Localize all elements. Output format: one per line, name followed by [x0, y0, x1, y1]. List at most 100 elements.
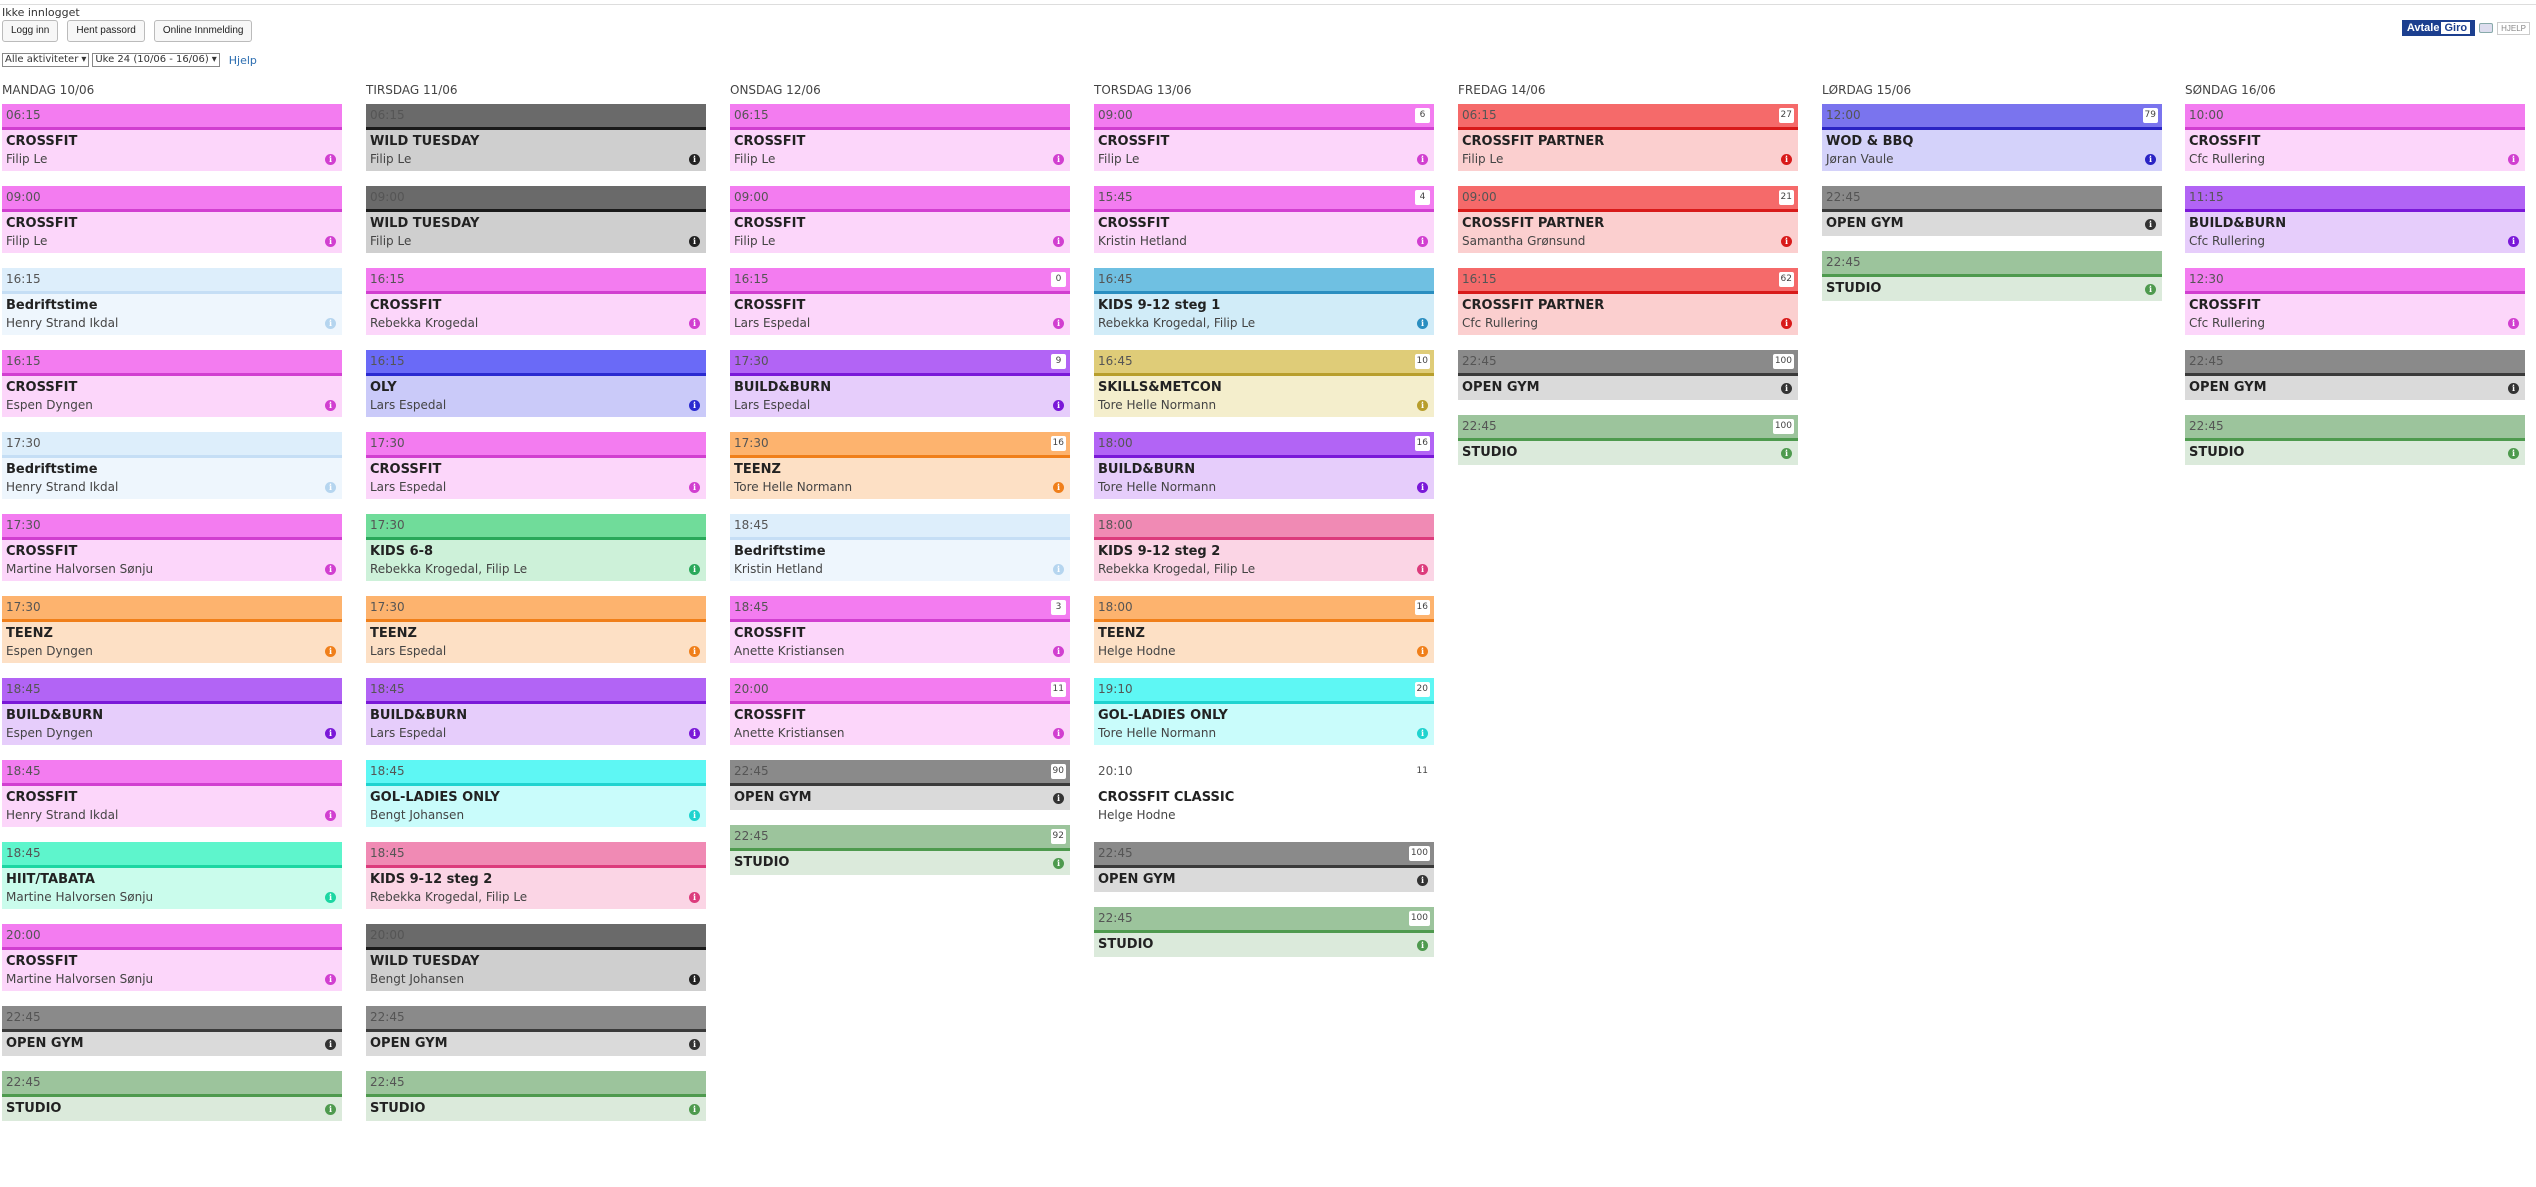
class-event[interactable]: 22:45 OPEN GYM i	[1822, 186, 2162, 236]
class-event[interactable]: 22:45 STUDIO i	[2185, 415, 2525, 465]
info-icon[interactable]: i	[1417, 875, 1428, 886]
login-button[interactable]: Logg inn	[2, 20, 59, 42]
class-event[interactable]: 22:45 100 OPEN GYM i	[1458, 350, 1798, 400]
activity-select[interactable]: Alle aktiviteter ▾	[2, 53, 90, 67]
class-event[interactable]: 18:00 16 TEENZ Helge Hodne i	[1094, 596, 1434, 663]
online-signup-button[interactable]: Online Innmelding	[153, 20, 253, 42]
info-icon[interactable]: i	[1053, 236, 1064, 247]
info-icon[interactable]: i	[689, 1039, 700, 1050]
info-icon[interactable]: i	[1417, 728, 1428, 739]
class-event[interactable]: 16:15 62 CROSSFIT PARTNER Cfc Rullering i	[1458, 268, 1798, 335]
info-icon[interactable]: i	[325, 1039, 336, 1050]
class-event[interactable]: 06:15 CROSSFIT Filip Le i	[730, 104, 1070, 171]
info-icon[interactable]: i	[1417, 564, 1428, 575]
class-event[interactable]: 20:00 WILD TUESDAY Bengt Johansen i	[366, 924, 706, 991]
info-icon[interactable]: i	[689, 810, 700, 821]
info-icon[interactable]: i	[325, 154, 336, 165]
info-icon[interactable]: i	[689, 646, 700, 657]
info-icon[interactable]: i	[1053, 793, 1064, 804]
info-icon[interactable]: i	[1053, 400, 1064, 411]
class-event[interactable]: 18:00 KIDS 9-12 steg 2 Rebekka Krogedal, F…	[1094, 514, 1434, 581]
info-icon[interactable]: i	[2508, 236, 2519, 247]
info-icon[interactable]: i	[1053, 318, 1064, 329]
class-event[interactable]: 18:45 HIIT/TABATA Martine Halvorsen Sønju i	[2, 842, 342, 909]
class-event[interactable]: 17:30 9 BUILD&BURN Lars Espedal i	[730, 350, 1070, 417]
info-icon[interactable]: i	[1781, 318, 1792, 329]
class-event[interactable]: 09:00 CROSSFIT Filip Le i	[730, 186, 1070, 253]
class-event[interactable]: 22:45 100 OPEN GYM i	[1094, 842, 1434, 892]
info-icon[interactable]: i	[2145, 284, 2156, 295]
info-icon[interactable]: i	[1053, 154, 1064, 165]
info-icon[interactable]: i	[689, 728, 700, 739]
info-icon[interactable]: i	[689, 318, 700, 329]
class-event[interactable]: 16:15 CROSSFIT Rebekka Krogedal i	[366, 268, 706, 335]
info-icon[interactable]: i	[325, 892, 336, 903]
class-event[interactable]: 19:10 20 GOL-LADIES ONLY Tore Helle Normann…	[1094, 678, 1434, 745]
info-icon[interactable]: i	[325, 318, 336, 329]
class-event[interactable]: 20:00 11 CROSSFIT Anette Kristiansen i	[730, 678, 1070, 745]
class-event[interactable]: 22:45 STUDIO i	[366, 1071, 706, 1121]
info-icon[interactable]: i	[1417, 154, 1428, 165]
class-event[interactable]: 16:15 OLY Lars Espedal i	[366, 350, 706, 417]
class-event[interactable]: 17:30 TEENZ Lars Espedal i	[366, 596, 706, 663]
info-icon[interactable]: i	[1781, 154, 1792, 165]
class-event[interactable]: 17:30 Bedriftstime Henry Strand Ikdal i	[2, 432, 342, 499]
class-event[interactable]: 18:45 GOL-LADIES ONLY Bengt Johansen i	[366, 760, 706, 827]
class-event[interactable]: 16:45 10 SKILLS&METCON Tore Helle Normann i	[1094, 350, 1434, 417]
info-icon[interactable]: i	[1417, 482, 1428, 493]
get-password-button[interactable]: Hent passord	[67, 20, 145, 42]
class-event[interactable]: 06:15 WILD TUESDAY Filip Le i	[366, 104, 706, 171]
info-icon[interactable]: i	[2508, 154, 2519, 165]
info-icon[interactable]: i	[2508, 383, 2519, 394]
class-event[interactable]: 20:00 CROSSFIT Martine Halvorsen Sønju i	[2, 924, 342, 991]
info-icon[interactable]: i	[325, 400, 336, 411]
info-icon[interactable]: i	[689, 482, 700, 493]
info-icon[interactable]: i	[1417, 940, 1428, 951]
class-event[interactable]: 17:30 CROSSFIT Lars Espedal i	[366, 432, 706, 499]
class-event[interactable]: 18:45 BUILD&BURN Espen Dyngen i	[2, 678, 342, 745]
class-event[interactable]: 22:45 92 STUDIO i	[730, 825, 1070, 875]
class-event[interactable]: 06:15 27 CROSSFIT PARTNER Filip Le i	[1458, 104, 1798, 171]
info-icon[interactable]: i	[2508, 448, 2519, 459]
class-event[interactable]: 12:30 CROSSFIT Cfc Rullering i	[2185, 268, 2525, 335]
class-event[interactable]: 18:45 BUILD&BURN Lars Espedal i	[366, 678, 706, 745]
info-icon[interactable]: i	[1053, 728, 1064, 739]
class-event[interactable]: 20:10 11 CROSSFIT CLASSIC Helge Hodne	[1094, 760, 1434, 827]
class-event[interactable]: 09:00 CROSSFIT Filip Le i	[2, 186, 342, 253]
info-icon[interactable]: i	[1417, 236, 1428, 247]
info-icon[interactable]: i	[325, 1104, 336, 1115]
info-icon[interactable]: i	[2508, 318, 2519, 329]
info-icon[interactable]: i	[325, 974, 336, 985]
class-event[interactable]: 10:00 CROSSFIT Cfc Rullering i	[2185, 104, 2525, 171]
avtalegiro-logo[interactable]: Avtale Giro HJELP	[2401, 20, 2530, 36]
info-icon[interactable]: i	[1053, 646, 1064, 657]
info-icon[interactable]: i	[1053, 482, 1064, 493]
class-event[interactable]: 22:45 OPEN GYM i	[366, 1006, 706, 1056]
class-event[interactable]: 09:00 WILD TUESDAY Filip Le i	[366, 186, 706, 253]
class-event[interactable]: 22:45 STUDIO i	[1822, 251, 2162, 301]
info-icon[interactable]: i	[2145, 154, 2156, 165]
info-icon[interactable]: i	[689, 400, 700, 411]
class-event[interactable]: 22:45 100 STUDIO i	[1458, 415, 1798, 465]
info-icon[interactable]: i	[1417, 646, 1428, 657]
info-icon[interactable]: i	[325, 564, 336, 575]
info-icon[interactable]: i	[325, 728, 336, 739]
class-event[interactable]: 22:45 OPEN GYM i	[2, 1006, 342, 1056]
class-event[interactable]: 16:15 Bedriftstime Henry Strand Ikdal i	[2, 268, 342, 335]
info-icon[interactable]: i	[689, 974, 700, 985]
class-event[interactable]: 12:00 79 WOD & BBQ Jøran Vaule i	[1822, 104, 2162, 171]
info-icon[interactable]: i	[325, 482, 336, 493]
class-event[interactable]: 09:00 21 CROSSFIT PARTNER Samantha Grønsund…	[1458, 186, 1798, 253]
info-icon[interactable]: i	[2145, 219, 2156, 230]
class-event[interactable]: 15:45 4 CROSSFIT Kristin Hetland i	[1094, 186, 1434, 253]
info-icon[interactable]: i	[1053, 858, 1064, 869]
brand-help-button[interactable]: HJELP	[2497, 21, 2530, 35]
info-icon[interactable]: i	[1053, 564, 1064, 575]
class-event[interactable]: 17:30 KIDS 6-8 Rebekka Krogedal, Filip Le i	[366, 514, 706, 581]
info-icon[interactable]: i	[325, 810, 336, 821]
info-icon[interactable]: i	[1781, 236, 1792, 247]
info-icon[interactable]: i	[325, 646, 336, 657]
class-event[interactable]: 16:15 0 CROSSFIT Lars Espedal i	[730, 268, 1070, 335]
info-icon[interactable]: i	[689, 154, 700, 165]
class-event[interactable]: 17:30 CROSSFIT Martine Halvorsen Sønju i	[2, 514, 342, 581]
